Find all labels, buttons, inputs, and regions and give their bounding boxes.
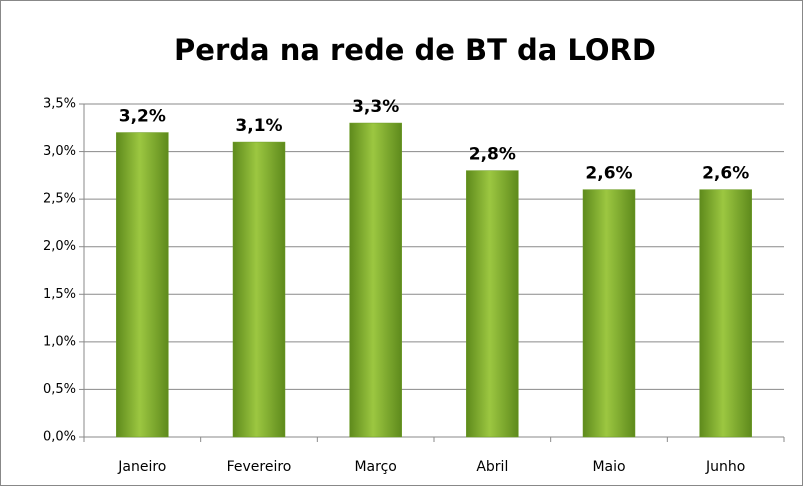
y-tick-label: 1,0%	[43, 334, 76, 349]
y-tick-label: 3,0%	[43, 144, 76, 159]
x-tick-label: Junho	[705, 459, 745, 475]
bar	[582, 189, 636, 438]
value-label: 2,8%	[469, 145, 516, 165]
y-tick-label: 2,5%	[43, 192, 76, 207]
x-tick-label: Fevereiro	[227, 459, 292, 475]
y-tick-label: 2,0%	[43, 239, 76, 254]
x-tick-label: Maio	[592, 459, 625, 475]
y-tick-label: 0,5%	[43, 382, 76, 397]
chart-title: Perda na rede de BT da LORD	[174, 33, 656, 67]
bar	[349, 122, 402, 438]
value-label: 3,3%	[352, 97, 399, 117]
bar	[466, 170, 519, 438]
value-label: 3,2%	[119, 107, 166, 127]
x-tick-label: Abril	[476, 459, 508, 475]
bar	[232, 141, 286, 438]
bar	[699, 189, 752, 438]
value-label: 3,1%	[235, 116, 282, 136]
value-label: 2,6%	[585, 164, 632, 184]
bar	[116, 132, 169, 438]
x-tick-label: Janeiro	[117, 459, 166, 475]
value-label: 2,6%	[702, 164, 749, 184]
x-tick-label: Março	[354, 459, 396, 475]
y-tick-label: 3,5%	[43, 97, 76, 112]
y-tick-label: 0,0%	[43, 430, 76, 445]
y-tick-label: 1,5%	[43, 287, 76, 302]
